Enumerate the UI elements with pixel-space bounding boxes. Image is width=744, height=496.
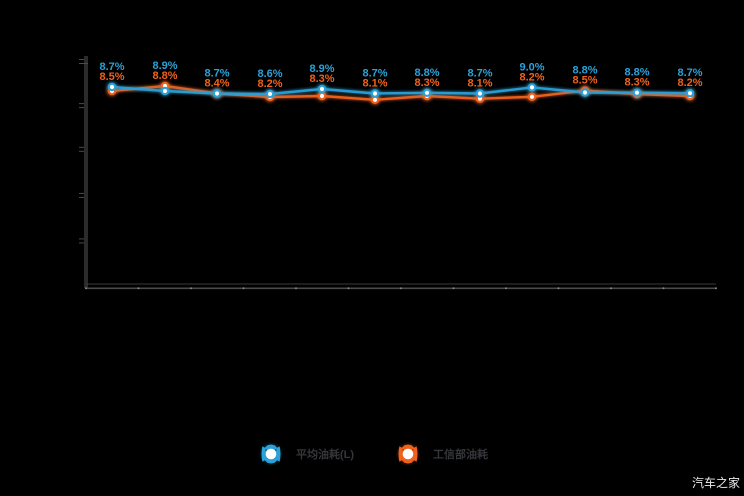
svg-text:平均油耗(L): 平均油耗(L): [296, 447, 354, 461]
svg-text:工信部油耗: 工信部油耗: [433, 447, 488, 461]
